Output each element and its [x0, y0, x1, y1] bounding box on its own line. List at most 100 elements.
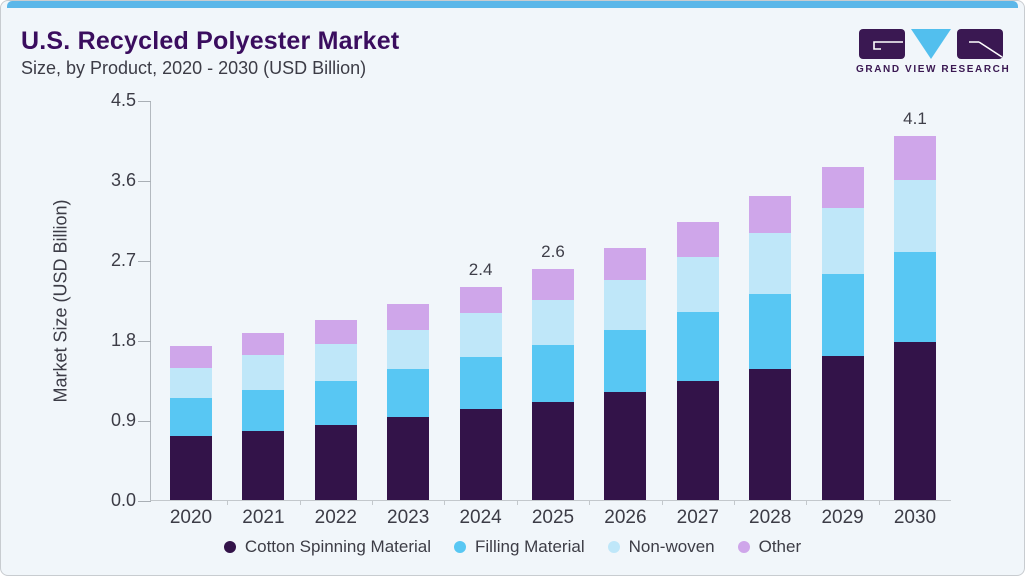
page-subtitle: Size, by Product, 2020 - 2030 (USD Billi…: [21, 58, 367, 78]
x-axis-tick: [444, 501, 446, 505]
stacked-bar-2020: [170, 346, 212, 500]
bar-segment-2030-non-woven: [894, 180, 936, 253]
page-title: U.S. Recycled Polyester Market: [21, 27, 400, 55]
x-axis-label-2021: 2021: [242, 507, 285, 528]
y-axis-tick: [138, 500, 151, 502]
bar-segment-2030-other: [894, 135, 936, 181]
x-axis-label-2024: 2024: [459, 507, 502, 528]
x-axis-tick: [589, 501, 591, 505]
legend-item-filling-material: Filling Material: [454, 537, 585, 557]
bar-segment-2021-cotton-spinning-material: [242, 430, 285, 500]
bar-segment-2027-filling-material: [676, 312, 719, 381]
bar-segment-2026-non-woven: [604, 280, 647, 331]
y-axis-tick-label: 4.5: [110, 90, 136, 110]
stacked-bar-2024: 2.4: [459, 260, 502, 500]
x-axis-tick: [516, 501, 518, 505]
bar-segment-2029-filling-material: [821, 274, 864, 356]
top-accent-bar: [7, 1, 1018, 8]
bar-segment-2022-filling-material: [314, 380, 357, 426]
bar-segment-2022-non-woven: [314, 344, 357, 381]
legend-dot-icon: [454, 541, 467, 553]
x-axis-label-2023: 2023: [387, 507, 430, 528]
bar-segment-2024-filling-material: [459, 356, 502, 410]
bar-segment-2020-filling-material: [170, 397, 212, 436]
bar-segment-2029-cotton-spinning-material: [821, 356, 864, 500]
y-axis-tick: [138, 420, 151, 422]
bar-value-label-2024: 2.4: [468, 259, 493, 279]
bar-segment-2025-cotton-spinning-material: [532, 402, 574, 500]
bar-segment-2023-filling-material: [387, 369, 430, 418]
legend-label: Non-woven: [628, 537, 715, 556]
bar-segment-2023-cotton-spinning-material: [387, 417, 430, 500]
legend-item-other: Other: [737, 537, 801, 557]
legend-item-non-woven: Non-woven: [607, 537, 715, 557]
bar-segment-2026-filling-material: [604, 330, 647, 393]
x-axis-tick: [227, 501, 229, 505]
x-axis-label-2030: 2030: [893, 507, 937, 528]
bar-segment-2021-filling-material: [242, 389, 285, 431]
x-axis-label-2025: 2025: [531, 507, 575, 528]
y-axis-tick-label: 3.6: [110, 170, 136, 190]
y-axis-tick: [138, 180, 151, 182]
bar-segment-2029-other: [821, 166, 864, 209]
x-axis-tick: [299, 501, 301, 505]
bar-segment-2029-non-woven: [821, 208, 864, 275]
bar-segment-2028-cotton-spinning-material: [749, 369, 792, 500]
x-axis-tick: [878, 501, 880, 505]
bar-segment-2022-other: [314, 320, 357, 345]
logo-v-icon: [911, 29, 951, 59]
stacked-bar-2027: [676, 221, 719, 500]
y-axis-tick-label: 0.0: [110, 490, 136, 510]
bar-segment-2028-other: [749, 196, 792, 234]
y-axis-tick: [138, 340, 151, 342]
stacked-bar-2030: 4.1: [894, 109, 936, 500]
y-axis-tick-label: 2.7: [110, 250, 136, 270]
bar-segment-2028-filling-material: [749, 293, 792, 370]
bar-segment-2020-non-woven: [170, 367, 212, 398]
bar-segment-2026-other: [604, 248, 647, 281]
bar-segment-2028-non-woven: [749, 233, 792, 294]
legend-dot-icon: [223, 541, 236, 553]
stacked-bar-2028: [749, 196, 792, 500]
x-axis-label-2027: 2027: [676, 507, 719, 528]
bar-segment-2027-other: [676, 221, 719, 258]
bar-segment-2030-cotton-spinning-material: [894, 341, 936, 500]
bar-segment-2023-non-woven: [387, 330, 430, 370]
stacked-bar-2021: [242, 332, 285, 500]
legend-dot-icon: [607, 541, 620, 553]
bar-segment-2024-cotton-spinning-material: [459, 409, 502, 500]
bar-segment-2020-other: [170, 346, 212, 368]
legend-dot-icon: [737, 541, 750, 553]
stacked-bar-2029: [821, 166, 864, 500]
x-axis-tick: [661, 501, 663, 505]
bar-segment-2021-non-woven: [242, 355, 285, 390]
x-axis-label-2020: 2020: [169, 507, 213, 528]
x-axis-tick: [372, 501, 373, 505]
bar-segment-2027-cotton-spinning-material: [676, 380, 719, 500]
grand-view-research-logo: GRAND VIEW RESEARCH: [856, 29, 1011, 75]
bar-segment-2030-filling-material: [894, 252, 936, 342]
bar-segment-2025-filling-material: [532, 345, 574, 403]
plot-area: 0.0 0.9 1.8 2.7 3.6 4.5 2020 2021 2022 2023 2.4 202…: [111, 90, 951, 528]
y-axis-tick-label: 0.9: [110, 410, 136, 430]
x-axis-label-2026: 2026: [604, 507, 647, 528]
y-axis-title: Market Size (USD Billion): [50, 199, 71, 403]
logo-g-icon: [859, 29, 905, 59]
stacked-bar-2023: [387, 304, 430, 500]
bar-segment-2022-cotton-spinning-material: [314, 425, 357, 500]
bar-segment-2027-non-woven: [676, 257, 719, 313]
bar-segment-2020-cotton-spinning-material: [170, 436, 212, 500]
legend-label: Filling Material: [475, 537, 585, 556]
bar-value-label-2025: 2.6: [541, 241, 565, 261]
stacked-bar-2022: [314, 320, 357, 500]
x-axis-tick: [734, 501, 735, 505]
logo-marks: [856, 29, 1006, 59]
bar-segment-2025-other: [532, 268, 574, 301]
bar-segment-2026-cotton-spinning-material: [604, 392, 647, 500]
stacked-bar-2026: [604, 248, 647, 500]
logo-brand-text: GRAND VIEW RESEARCH: [856, 64, 1011, 75]
bar-segment-2025-non-woven: [532, 300, 574, 346]
legend-label: Cotton Spinning Material: [244, 537, 432, 556]
x-axis-label-2022: 2022: [314, 507, 357, 528]
